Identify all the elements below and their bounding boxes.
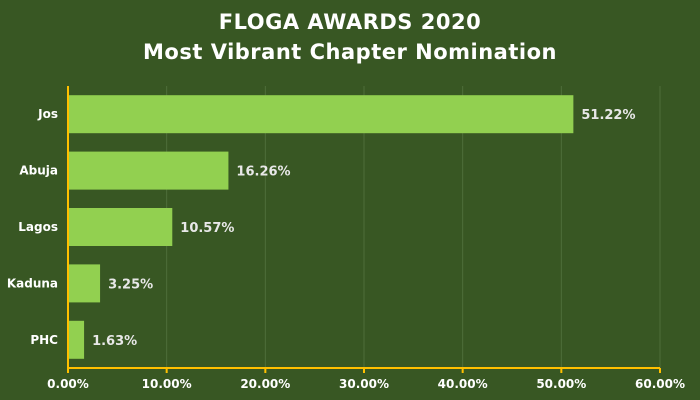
chart-title: FLOGA AWARDS 2020 bbox=[218, 10, 482, 34]
category-label-phc: PHC bbox=[30, 333, 58, 347]
bar-phc bbox=[68, 320, 85, 359]
category-label-lagos: Lagos bbox=[18, 220, 58, 234]
category-label-jos: Jos bbox=[37, 107, 58, 121]
value-label-abuja: 16.26% bbox=[236, 165, 290, 180]
bar-lagos bbox=[68, 208, 173, 246]
category-label-abuja: Abuja bbox=[19, 164, 58, 178]
x-tick-label-5: 50.00% bbox=[536, 377, 586, 391]
x-tick-label-3: 30.00% bbox=[339, 377, 389, 391]
value-label-jos: 51.22% bbox=[581, 108, 635, 123]
bar-jos bbox=[68, 95, 574, 134]
bar-kaduna bbox=[68, 264, 101, 303]
x-tick-label-6: 60.00% bbox=[635, 377, 685, 391]
x-tick-label-1: 10.00% bbox=[142, 377, 192, 391]
value-label-lagos: 10.57% bbox=[180, 221, 234, 236]
chart-subtitle: Most Vibrant Chapter Nomination bbox=[143, 40, 557, 64]
x-tick-label-4: 40.00% bbox=[438, 377, 488, 391]
value-label-kaduna: 3.25% bbox=[108, 277, 153, 292]
bar-abuja bbox=[68, 151, 229, 190]
value-label-phc: 1.63% bbox=[92, 334, 137, 349]
x-tick-label-0: 0.00% bbox=[47, 377, 89, 391]
x-tick-label-2: 20.00% bbox=[240, 377, 290, 391]
category-label-kaduna: Kaduna bbox=[7, 276, 58, 290]
